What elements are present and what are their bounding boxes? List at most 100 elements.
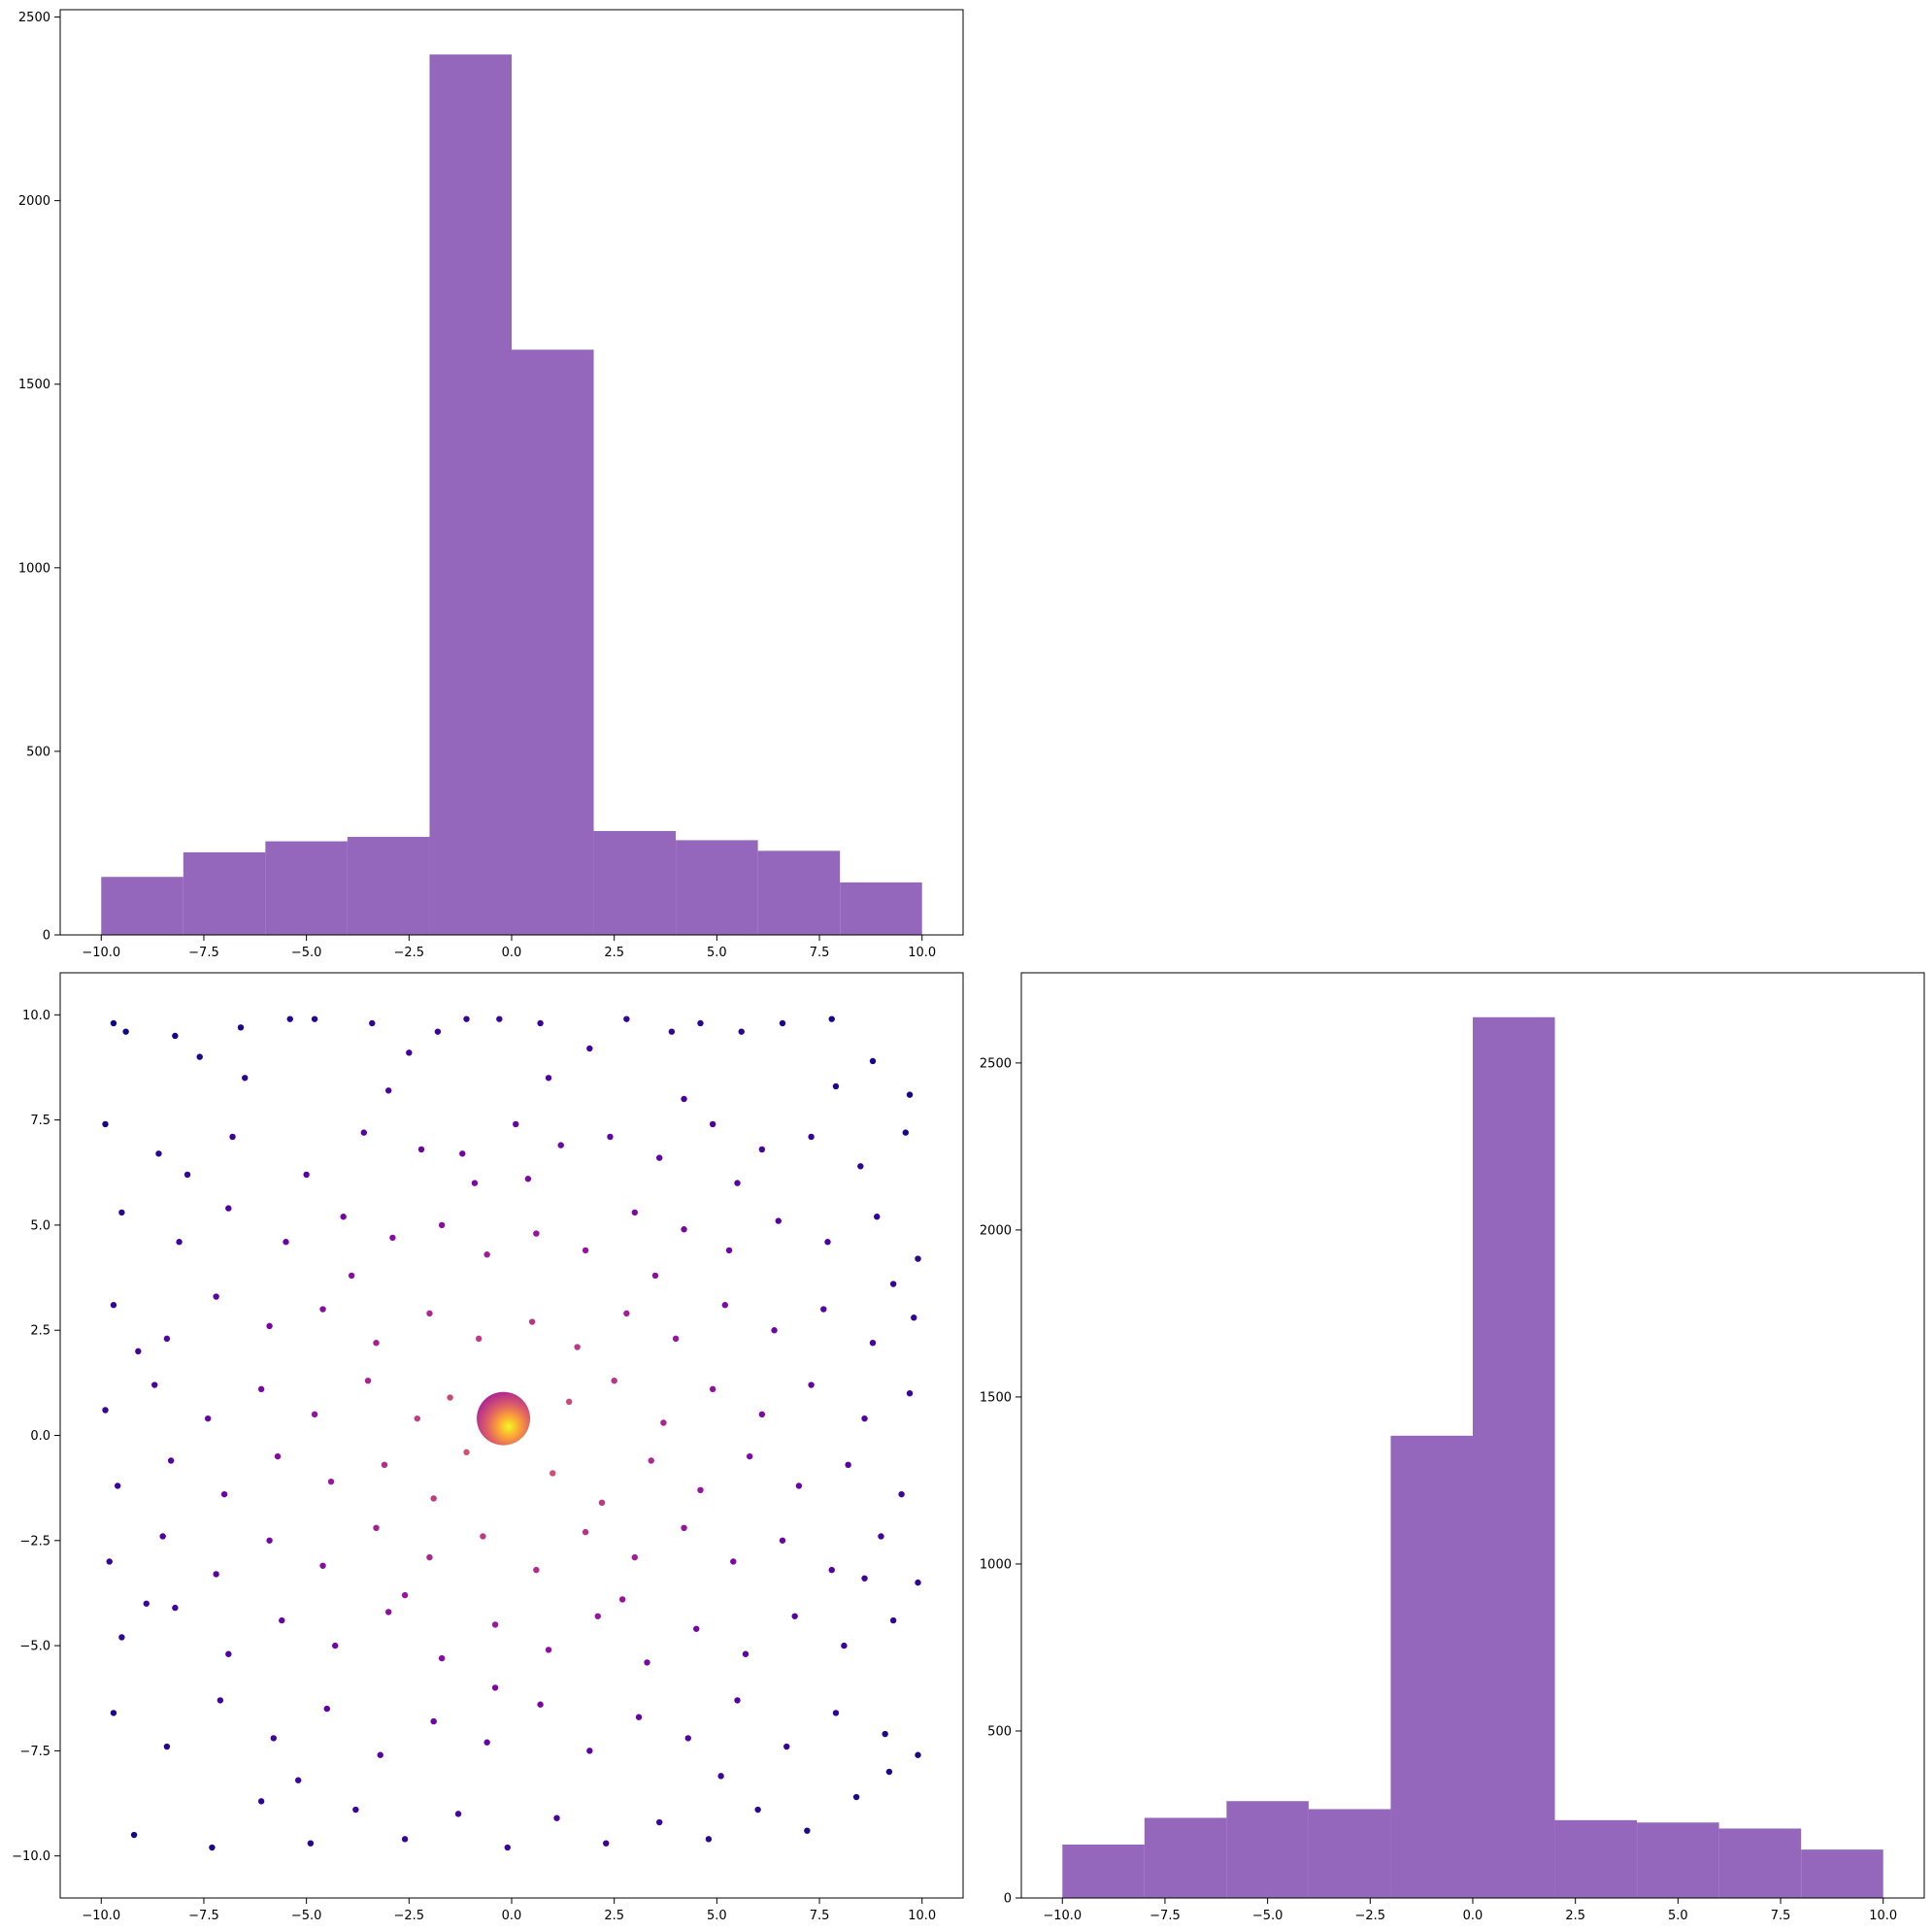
scatter-point <box>279 1616 285 1624</box>
scatter-point <box>430 1495 437 1502</box>
scatter-point <box>163 1335 171 1343</box>
top-hist-bar <box>347 837 430 935</box>
scatter-point <box>373 1524 380 1532</box>
scatter-point <box>311 1411 318 1418</box>
scatter-xtick-label: −5.0 <box>291 1909 322 1923</box>
scatter-point <box>808 1382 815 1388</box>
scatter-point <box>644 1659 650 1666</box>
scatter-point <box>651 1272 659 1280</box>
scatter-point <box>841 1642 848 1649</box>
scatter-point <box>102 1407 109 1414</box>
scatter-point <box>447 1394 453 1401</box>
scatter-point <box>307 1840 315 1847</box>
scatter-point <box>352 1806 359 1814</box>
scatter-point <box>730 1558 737 1565</box>
scatter-point <box>775 1217 782 1224</box>
scatter-point <box>257 1798 265 1805</box>
scatter-point <box>381 1461 388 1469</box>
scatter-point <box>779 1019 786 1027</box>
scatter-point <box>294 1777 302 1783</box>
scatter-point <box>828 1015 835 1022</box>
scatter-ytick-label: 2.5 <box>30 1324 50 1339</box>
scatter-point <box>725 1247 733 1254</box>
scatter-point <box>915 1255 921 1262</box>
scatter-point <box>586 1045 593 1052</box>
scatter-point <box>655 1154 663 1161</box>
right-hist-ytick-label: 500 <box>987 1724 1012 1739</box>
scatter-point <box>721 1302 729 1309</box>
right-hist-bar <box>1308 1809 1391 1898</box>
scatter-point <box>102 1120 109 1128</box>
scatter-point <box>491 1684 499 1691</box>
scatter-point <box>586 1748 593 1754</box>
top-hist-bar <box>840 882 922 935</box>
scatter-point <box>550 1470 556 1477</box>
scatter-point <box>463 1015 470 1022</box>
scatter-xtick-label: 7.5 <box>810 1909 830 1923</box>
scatter-point <box>660 1419 667 1426</box>
scatter-point <box>565 1398 573 1406</box>
scatter-point <box>697 1486 704 1494</box>
right-hist-bar <box>1637 1822 1719 1898</box>
scatter-point <box>196 1053 203 1060</box>
scatter-point <box>118 1209 125 1216</box>
right-hist-xtick-label: 5.0 <box>1668 1909 1688 1923</box>
scatter-point <box>693 1625 700 1632</box>
scatter-point <box>483 1251 490 1258</box>
right-hist-xtick-label: 7.5 <box>1771 1909 1791 1923</box>
top-hist-ytick-label: 500 <box>26 745 50 759</box>
scatter-point <box>852 1793 860 1801</box>
scatter-point <box>709 1120 716 1128</box>
right-hist-ytick-label: 1500 <box>980 1390 1012 1405</box>
scatter-point <box>832 1082 840 1090</box>
right-hist-bar <box>1718 1828 1802 1898</box>
scatter-point <box>483 1739 490 1746</box>
right-hist-xtick-label: −2.5 <box>1355 1909 1386 1923</box>
right-hist-bar <box>1390 1435 1473 1898</box>
right-hist-xtick-label: 2.5 <box>1565 1909 1585 1923</box>
scatter-point <box>582 1247 589 1254</box>
scatter-point <box>143 1600 150 1607</box>
right-hist-bar <box>1144 1817 1227 1898</box>
scatter-point <box>348 1272 355 1280</box>
scatter-point <box>648 1457 654 1464</box>
scatter-panel: −10.0 −7.5 −5.0 −2.5 0.0 2.5 5.0 7.5 10.0 10.0 7.5… <box>12 972 964 1923</box>
scatter-point <box>110 1710 117 1716</box>
scatter-point <box>110 1302 117 1309</box>
scatter-point <box>426 1310 433 1317</box>
top-hist-bar <box>183 851 266 935</box>
right-hist-ytick-label: 0 <box>1004 1892 1012 1907</box>
scatter-point <box>885 1768 893 1776</box>
scatter-point <box>533 1230 540 1237</box>
scatter-point <box>266 1322 273 1330</box>
scatter-point <box>401 1591 409 1599</box>
scatter-point <box>283 1239 289 1246</box>
scatter-point <box>882 1730 888 1738</box>
scatter-point <box>496 1015 503 1022</box>
right-hist-xtick-label: 10.0 <box>1869 1909 1897 1923</box>
scatter-point <box>528 1318 536 1325</box>
scatter-ytick-label: −10.0 <box>12 1849 50 1864</box>
scatter-point <box>869 1057 877 1065</box>
top-hist-ytick-label: 2000 <box>18 194 50 209</box>
scatter-point <box>791 1613 798 1619</box>
scatter-center-cluster <box>477 1391 531 1446</box>
scatter-point <box>122 1028 129 1035</box>
right-hist-ytick-label: 2500 <box>980 1056 1012 1071</box>
scatter-point <box>681 1226 687 1233</box>
scatter-point <box>533 1566 540 1574</box>
scatter-point <box>808 1133 815 1141</box>
scatter-point <box>110 1019 117 1027</box>
scatter-point <box>311 1015 318 1022</box>
scatter-point <box>213 1571 219 1578</box>
scatter-point <box>225 1205 232 1212</box>
scatter-point <box>434 1028 442 1035</box>
scatter-point <box>611 1377 617 1384</box>
scatter-ytick-label: 5.0 <box>30 1218 50 1233</box>
scatter-point <box>319 1562 326 1569</box>
scatter-point <box>631 1209 639 1216</box>
top-hist-bar <box>757 850 841 935</box>
scatter-point <box>742 1650 749 1657</box>
scatter-point <box>574 1344 581 1350</box>
right-hist-xtick-label: −7.5 <box>1149 1909 1181 1923</box>
